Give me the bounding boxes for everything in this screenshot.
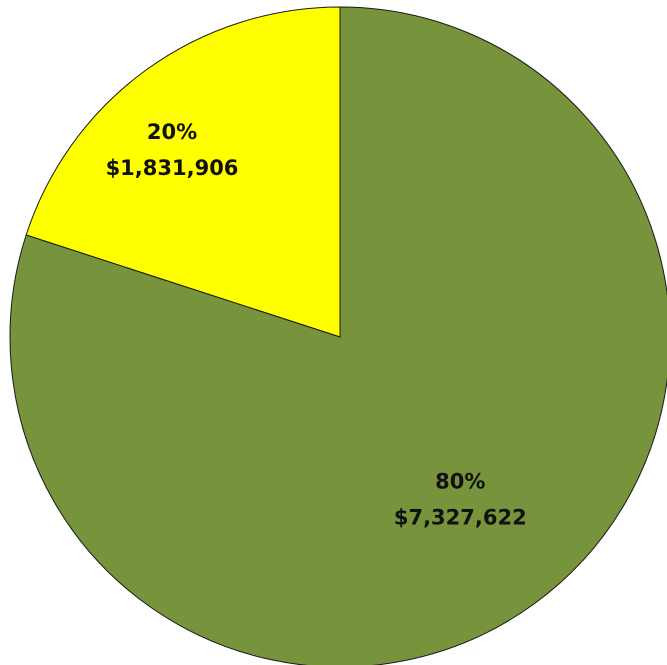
slice-1-percent-label: 20%	[147, 120, 197, 144]
pie-slices	[9, 6, 667, 665]
pie-slice-2	[9, 6, 667, 665]
pie-slice-1	[25, 6, 341, 338]
slice-2-percent-label: 80%	[435, 470, 485, 494]
slice-1-value-label: $1,831,906	[106, 156, 239, 180]
slice-2-value-label: $7,327,622	[394, 506, 527, 530]
pie-labels: 20% $1,831,906 80% $7,327,622	[106, 120, 527, 530]
